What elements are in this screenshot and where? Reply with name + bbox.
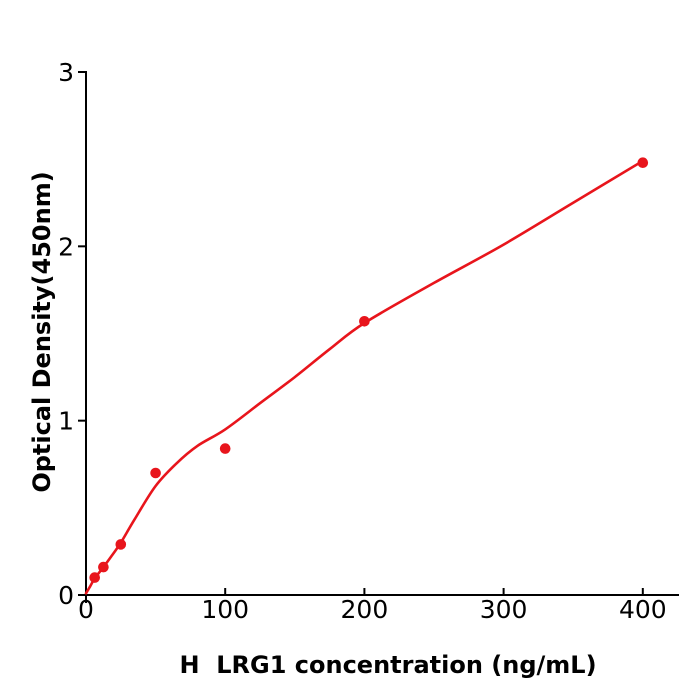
x-tick-label: 100 (201, 595, 249, 624)
data-point (359, 316, 370, 327)
y-axis-title: Optical Density(450nm) (28, 171, 56, 492)
x-axis: 0 100 200 300 400 (78, 588, 679, 624)
data-point (89, 572, 100, 583)
x-tick-label: 0 (78, 595, 94, 624)
y-tick-label: 1 (58, 407, 74, 436)
x-tick-label: 300 (480, 595, 528, 624)
data-point (115, 539, 127, 550)
data-point (219, 443, 231, 454)
x-axis-title: H LRG1 concentration (ng/mL) (179, 651, 596, 679)
x-tick-label: 400 (619, 595, 667, 624)
data-points-layer (89, 157, 649, 583)
y-tick-label: 2 (58, 232, 74, 261)
x-tick-label: 200 (341, 595, 389, 624)
fit-curve-layer (84, 159, 645, 595)
y-tick-label: 3 (58, 58, 74, 87)
y-axis: 0 1 2 3 (58, 58, 87, 610)
fit-curve-path (84, 159, 645, 595)
data-point (150, 467, 161, 479)
data-point (637, 157, 649, 168)
data-point (98, 561, 109, 573)
y-tick-label: 0 (58, 581, 74, 610)
